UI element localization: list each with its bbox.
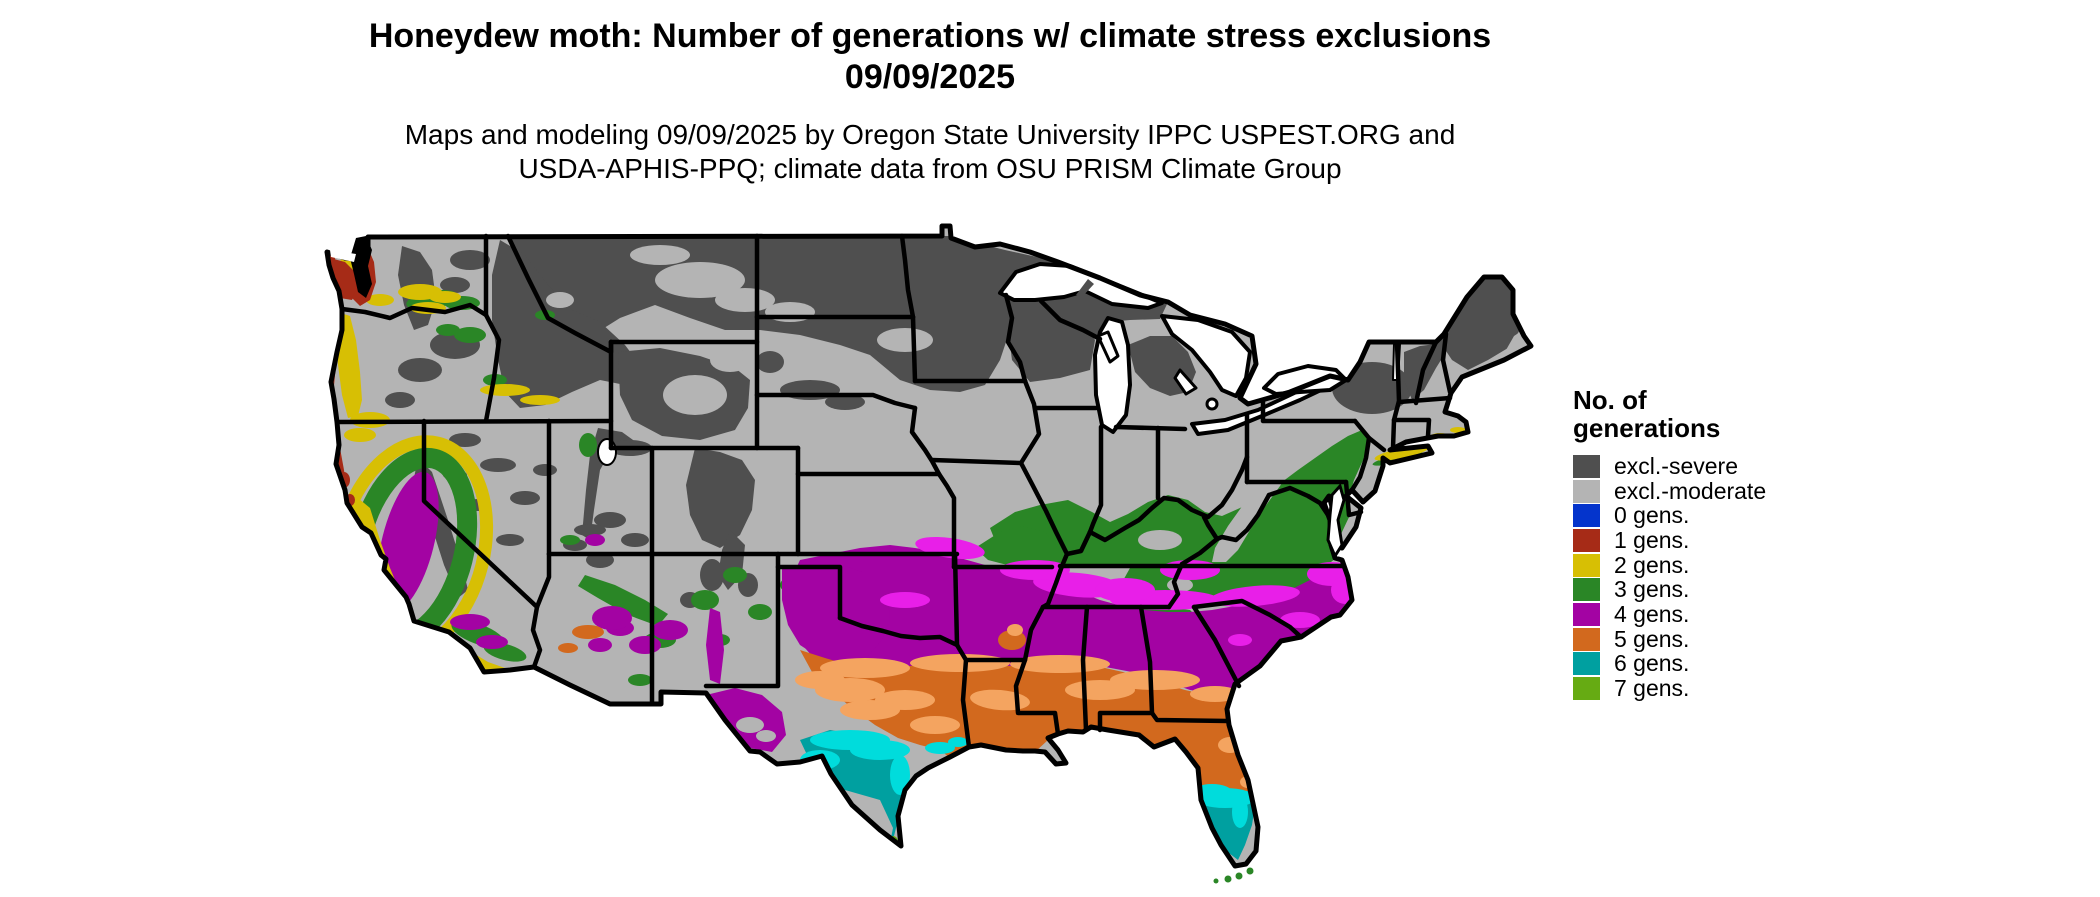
legend-item-3-gens: 3 gens. (1573, 576, 1766, 603)
florida-keys (1213, 867, 1254, 884)
legend-swatch (1573, 553, 1600, 577)
map-legend: No. of generations excl.-severe excl.-mo… (1573, 386, 1766, 701)
subtitle-line2: USDA-APHIS-PPQ; climate data from OSU PR… (518, 153, 1342, 184)
legend-item-0-gens: 0 gens. (1573, 502, 1766, 529)
legend-label: 7 gens. (1614, 675, 1690, 702)
legend-swatch (1573, 627, 1600, 651)
state-borders (334, 233, 1453, 750)
legend-label: 1 gens. (1614, 526, 1690, 553)
legend-swatch (1573, 454, 1600, 478)
legend-label: 0 gens. (1614, 502, 1690, 529)
legend-label: excl.-moderate (1614, 477, 1767, 504)
legend-item-excl-severe: excl.-severe (1573, 452, 1766, 479)
legend-swatch (1573, 652, 1600, 676)
legend-title-line1: No. of (1573, 385, 1647, 415)
legend-swatch (1573, 504, 1600, 528)
coastal-details (330, 236, 1346, 884)
us-outline (324, 223, 1534, 869)
legend-title: No. of generations (1573, 386, 1766, 442)
legend-swatch (1573, 479, 1600, 503)
legend-swatch (1573, 528, 1600, 552)
page-title: Honeydew moth: Number of generations w/ … (230, 16, 1630, 98)
legend-title-line2: generations (1573, 413, 1721, 443)
legend-label: 5 gens. (1614, 625, 1690, 652)
title-date: 09/09/2025 (844, 58, 1016, 96)
legend-label: 3 gens. (1614, 576, 1690, 603)
legend-label: excl.-severe (1614, 452, 1738, 479)
legend-label: 2 gens. (1614, 551, 1690, 578)
title-line: Honeydew moth: Number of generations w/ … (368, 17, 1492, 55)
legend-item-1-gens: 1 gens. (1573, 526, 1766, 553)
legend-item-4-gens: 4 gens. (1573, 600, 1766, 627)
legend-swatch (1573, 602, 1600, 626)
legend-swatch (1573, 677, 1600, 701)
legend-item-7-gens: 7 gens. (1573, 675, 1766, 702)
legend-label: 4 gens. (1614, 600, 1690, 627)
legend-item-2-gens: 2 gens. (1573, 551, 1766, 578)
legend-item-excl-moderate: excl.-moderate (1573, 477, 1767, 504)
legend-item-6-gens: 6 gens. (1573, 650, 1766, 677)
legend-item-5-gens: 5 gens. (1573, 625, 1766, 652)
subtitle: Maps and modeling 09/09/2025 by Oregon S… (230, 118, 1630, 186)
legend-label: 6 gens. (1614, 650, 1690, 677)
legend-swatch (1573, 578, 1600, 602)
subtitle-line1: Maps and modeling 09/09/2025 by Oregon S… (404, 119, 1456, 150)
